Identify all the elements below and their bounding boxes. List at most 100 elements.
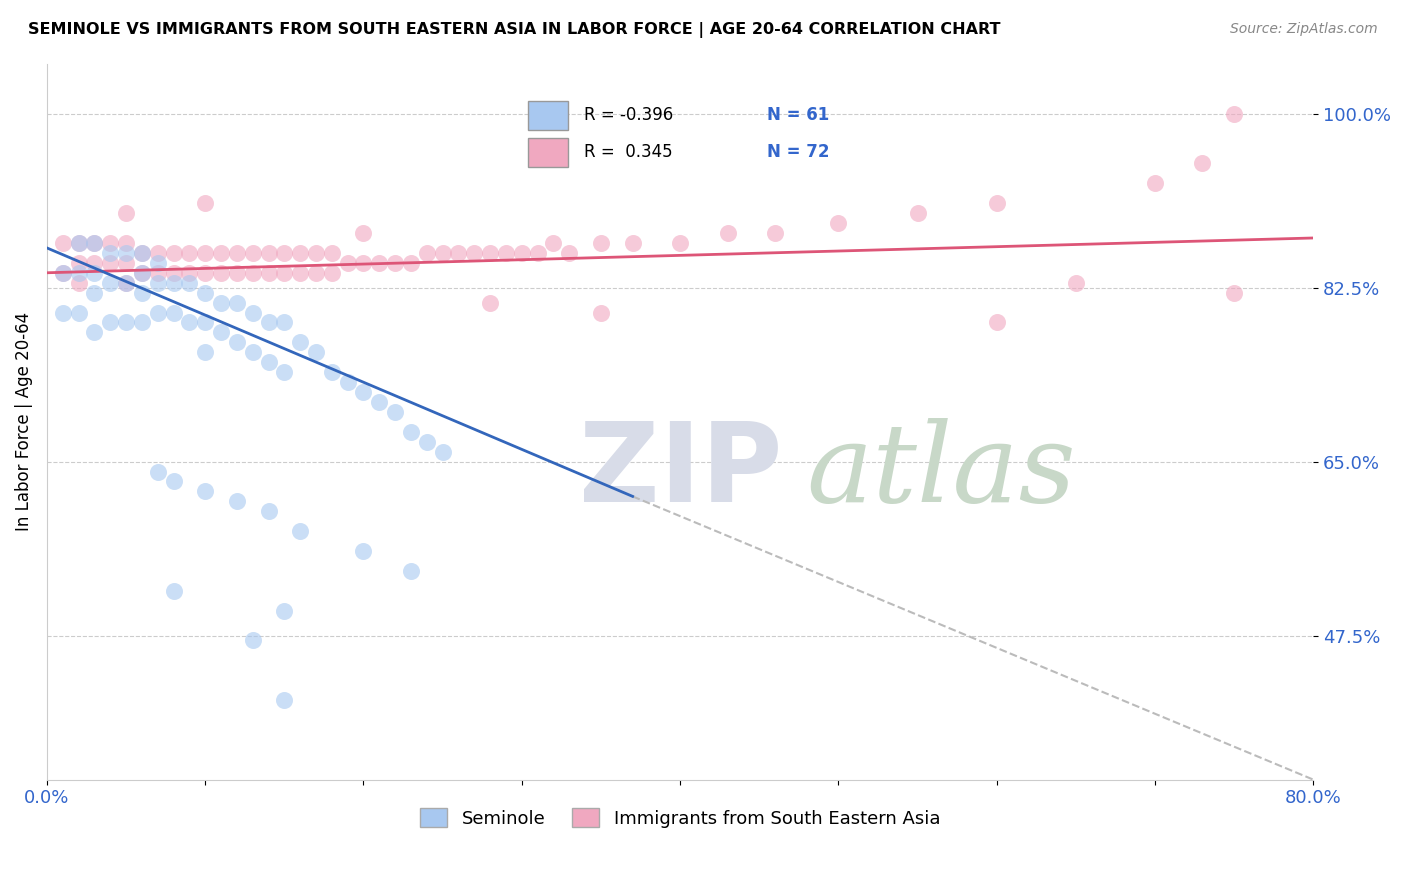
Point	[273, 365, 295, 379]
Point	[463, 246, 485, 260]
Point	[242, 266, 264, 280]
Point	[621, 235, 644, 250]
Text: ZIP: ZIP	[579, 418, 782, 525]
Point	[305, 266, 328, 280]
Point	[162, 246, 184, 260]
Point	[589, 305, 612, 319]
Point	[67, 266, 90, 280]
Point	[146, 266, 169, 280]
Point	[146, 465, 169, 479]
Point	[353, 226, 375, 240]
Point	[194, 196, 217, 211]
Point	[827, 216, 849, 230]
Point	[115, 246, 138, 260]
Text: SEMINOLE VS IMMIGRANTS FROM SOUTH EASTERN ASIA IN LABOR FORCE | AGE 20-64 CORREL: SEMINOLE VS IMMIGRANTS FROM SOUTH EASTER…	[28, 22, 1001, 38]
Point	[353, 256, 375, 270]
Point	[131, 246, 153, 260]
Point	[194, 266, 217, 280]
Point	[179, 246, 201, 260]
Point	[1143, 177, 1166, 191]
Point	[146, 276, 169, 290]
Point	[83, 235, 105, 250]
Point	[273, 266, 295, 280]
Point	[305, 246, 328, 260]
Point	[209, 246, 232, 260]
Point	[558, 246, 581, 260]
Point	[353, 544, 375, 558]
Point	[399, 564, 422, 578]
Point	[225, 266, 247, 280]
Point	[368, 256, 391, 270]
Point	[257, 504, 280, 518]
Point	[384, 405, 406, 419]
Point	[131, 315, 153, 329]
Point	[416, 246, 439, 260]
Point	[209, 326, 232, 340]
Point	[194, 315, 217, 329]
Point	[336, 256, 359, 270]
Point	[52, 305, 75, 319]
Point	[288, 524, 311, 538]
Point	[1191, 156, 1213, 170]
Point	[257, 266, 280, 280]
Point	[67, 235, 90, 250]
Point	[67, 256, 90, 270]
Text: Source: ZipAtlas.com: Source: ZipAtlas.com	[1230, 22, 1378, 37]
Point	[305, 345, 328, 359]
Point	[526, 246, 548, 260]
Point	[83, 326, 105, 340]
Point	[716, 226, 738, 240]
Point	[336, 375, 359, 389]
Point	[225, 295, 247, 310]
Point	[479, 246, 502, 260]
Point	[115, 256, 138, 270]
Point	[288, 266, 311, 280]
Point	[416, 434, 439, 449]
Point	[98, 276, 121, 290]
Y-axis label: In Labor Force | Age 20-64: In Labor Force | Age 20-64	[15, 312, 32, 532]
Point	[162, 305, 184, 319]
Point	[52, 266, 75, 280]
Text: atlas: atlas	[807, 418, 1077, 525]
Point	[479, 295, 502, 310]
Point	[1223, 107, 1246, 121]
Point	[384, 256, 406, 270]
Point	[273, 693, 295, 707]
Point	[162, 475, 184, 489]
Point	[83, 256, 105, 270]
Point	[225, 246, 247, 260]
Point	[194, 285, 217, 300]
Point	[257, 355, 280, 369]
Point	[194, 484, 217, 499]
Point	[257, 315, 280, 329]
Point	[399, 256, 422, 270]
Point	[288, 246, 311, 260]
Point	[589, 235, 612, 250]
Point	[368, 395, 391, 409]
Point	[209, 266, 232, 280]
Point	[273, 604, 295, 618]
Point	[194, 246, 217, 260]
Point	[1064, 276, 1087, 290]
Point	[321, 246, 343, 260]
Point	[432, 246, 454, 260]
Point	[495, 246, 517, 260]
Point	[179, 266, 201, 280]
Point	[131, 266, 153, 280]
Point	[83, 235, 105, 250]
Point	[288, 335, 311, 350]
Point	[225, 335, 247, 350]
Point	[447, 246, 470, 260]
Point	[98, 256, 121, 270]
Point	[98, 235, 121, 250]
Point	[131, 285, 153, 300]
Point	[273, 315, 295, 329]
Point	[242, 305, 264, 319]
Point	[432, 444, 454, 458]
Point	[162, 583, 184, 598]
Point	[1223, 285, 1246, 300]
Point	[162, 266, 184, 280]
Point	[986, 315, 1008, 329]
Point	[543, 235, 565, 250]
Legend: Seminole, Immigrants from South Eastern Asia: Seminole, Immigrants from South Eastern …	[413, 801, 948, 835]
